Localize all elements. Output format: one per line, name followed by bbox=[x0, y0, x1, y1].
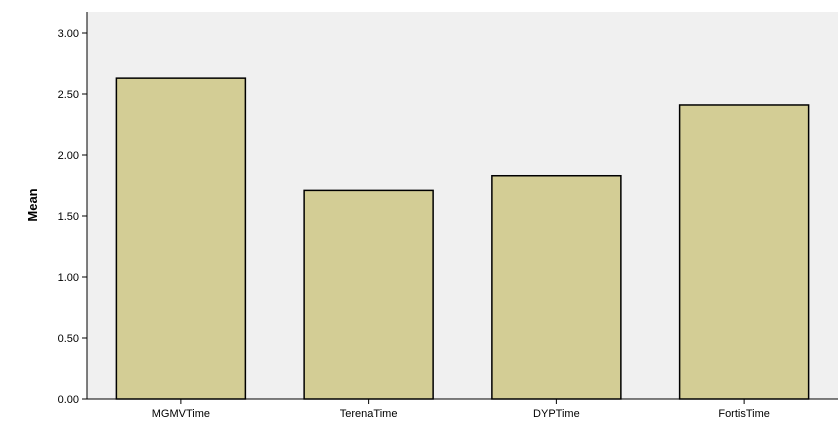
y-tick-label: 2.50 bbox=[58, 89, 79, 101]
x-tick-label-terenatime: TerenaTime bbox=[340, 408, 398, 420]
x-tick-label-fortistime: FortisTime bbox=[718, 408, 770, 420]
y-axis-title: Mean bbox=[25, 188, 40, 221]
bar-terenatime bbox=[303, 189, 434, 400]
y-tick-label: 0.50 bbox=[58, 333, 79, 345]
bar-mgmvtime bbox=[115, 77, 247, 400]
bar-dyptime bbox=[491, 174, 622, 400]
y-tick-label: 2.00 bbox=[58, 150, 79, 162]
y-tick-label: 0.00 bbox=[58, 394, 79, 406]
y-tick-label: 1.50 bbox=[58, 211, 79, 223]
y-tick-label: 1.00 bbox=[58, 272, 79, 284]
x-tick-label-dyptime: DYPTime bbox=[533, 408, 580, 420]
y-ticks-group: 0.00 0.50 1.00 1.50 2.00 2.50 3.00 bbox=[58, 28, 87, 406]
bar-fortistime bbox=[678, 104, 810, 400]
y-tick-label: 3.00 bbox=[58, 28, 79, 40]
x-tick-label-mgmvtime: MGMVTime bbox=[152, 408, 210, 420]
bars-group bbox=[115, 77, 810, 400]
x-ticks-group: MGMVTime TerenaTime DYPTime FortisTime bbox=[152, 399, 770, 420]
